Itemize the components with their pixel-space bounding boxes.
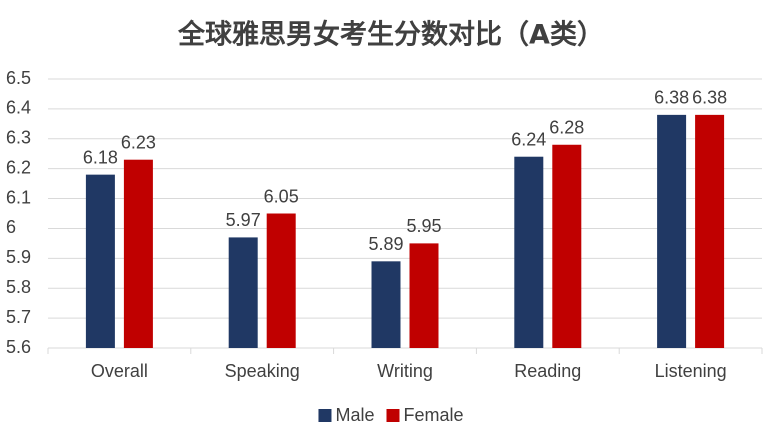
x-tick-label: Writing bbox=[377, 361, 433, 381]
bar bbox=[552, 144, 582, 348]
x-tick-label: Speaking bbox=[225, 361, 300, 381]
y-tick-label: 6.5 bbox=[6, 68, 31, 88]
y-tick-label: 6 bbox=[6, 217, 16, 237]
bar bbox=[266, 213, 296, 348]
value-label: 6.05 bbox=[264, 186, 299, 206]
value-label: 5.95 bbox=[406, 216, 441, 236]
legend-label: Female bbox=[403, 405, 463, 425]
bar bbox=[409, 243, 439, 348]
x-tick-label: Listening bbox=[655, 361, 727, 381]
value-label: 6.28 bbox=[549, 118, 584, 138]
y-tick-label: 5.7 bbox=[6, 307, 31, 327]
x-tick-label: Overall bbox=[91, 361, 148, 381]
value-label: 5.97 bbox=[226, 210, 261, 230]
bar bbox=[371, 261, 401, 348]
bar bbox=[123, 159, 153, 348]
bar bbox=[228, 237, 258, 348]
bar bbox=[657, 114, 687, 348]
y-tick-label: 6.3 bbox=[6, 128, 31, 148]
x-tick-label: Reading bbox=[514, 361, 581, 381]
y-tick-label: 6.4 bbox=[6, 98, 31, 118]
legend-label: Male bbox=[335, 405, 374, 425]
y-tick-label: 5.6 bbox=[6, 337, 31, 357]
chart-title: 全球雅思男女考生分数对比（A类） bbox=[177, 19, 604, 51]
bar bbox=[85, 174, 115, 348]
value-label: 6.38 bbox=[692, 88, 727, 108]
value-label: 6.38 bbox=[654, 88, 689, 108]
bar bbox=[514, 156, 544, 348]
y-tick-label: 5.9 bbox=[6, 247, 31, 267]
y-tick-label: 6.2 bbox=[6, 157, 31, 177]
bar bbox=[695, 114, 725, 348]
legend-swatch bbox=[318, 409, 332, 422]
value-label: 6.23 bbox=[121, 132, 156, 152]
value-label: 6.24 bbox=[511, 129, 546, 149]
y-tick-label: 5.8 bbox=[6, 277, 31, 297]
value-label: 5.89 bbox=[368, 234, 403, 254]
value-label: 6.18 bbox=[83, 147, 118, 167]
legend-swatch bbox=[386, 409, 400, 422]
y-tick-label: 6.1 bbox=[6, 187, 31, 207]
